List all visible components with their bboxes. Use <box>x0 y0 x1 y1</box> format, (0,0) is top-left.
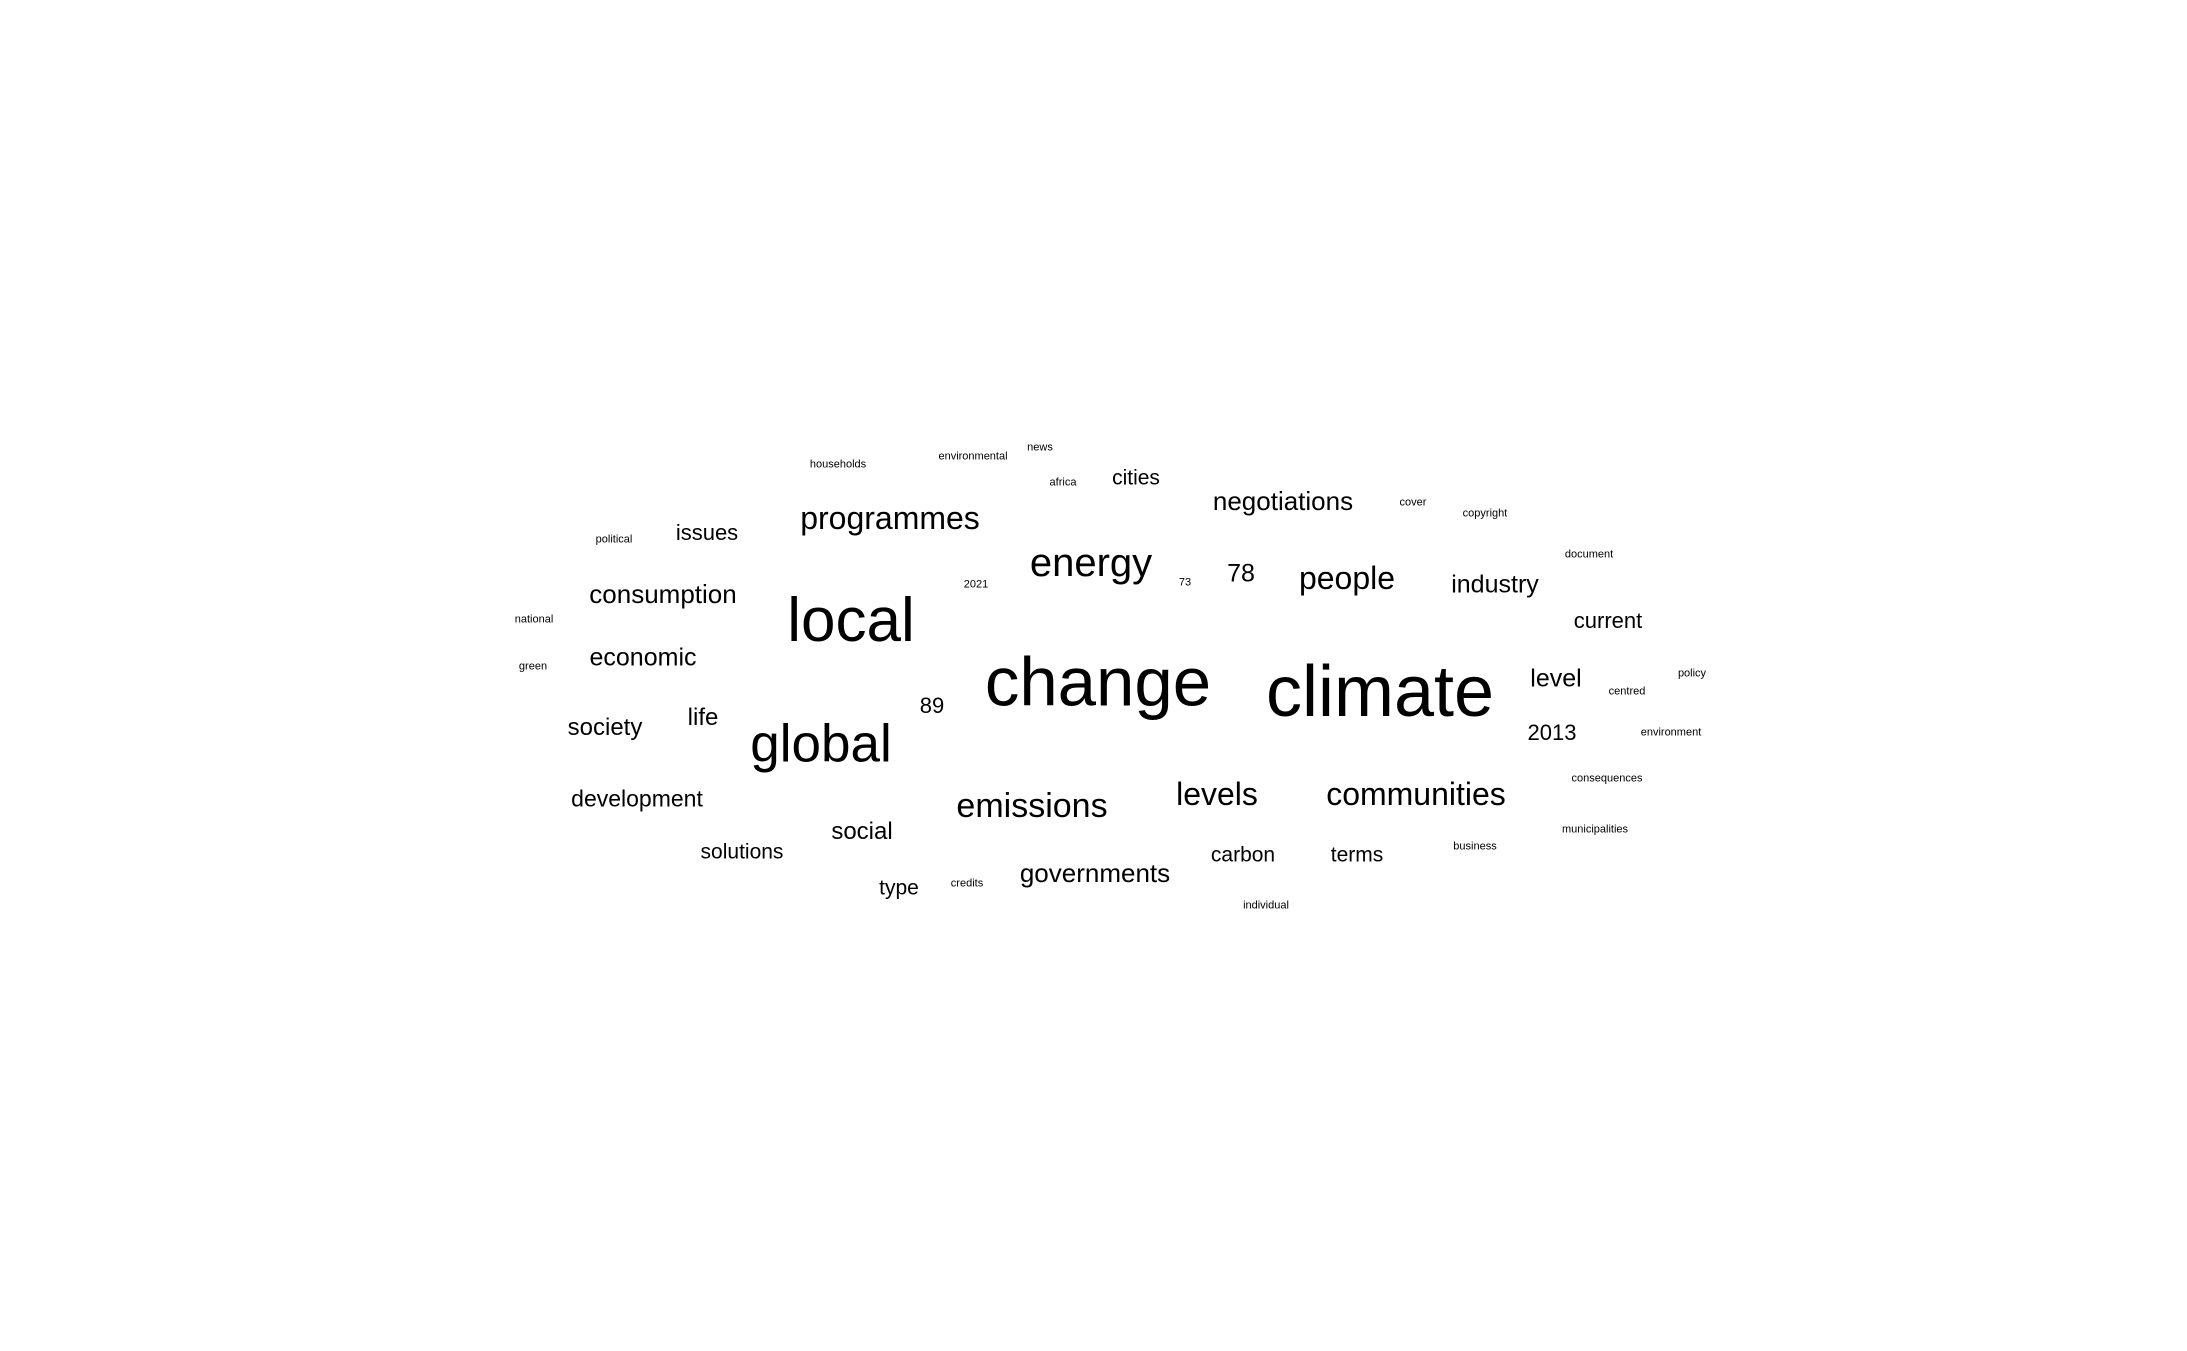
word-78: 78 <box>1227 559 1255 588</box>
word-centred: centred <box>1608 685 1646 698</box>
word-credits: credits <box>950 877 984 890</box>
word-emissions: emissions <box>956 787 1108 825</box>
word-solutions: solutions <box>700 840 784 864</box>
word-copyright: copyright <box>1462 507 1508 520</box>
word-news: news <box>1027 441 1053 454</box>
word-level: level <box>1530 664 1582 693</box>
word-individual: individual <box>1243 899 1289 912</box>
word-73: 73 <box>1178 576 1192 589</box>
word-households: households <box>809 458 867 471</box>
word-current: current <box>1573 608 1643 633</box>
word-governments: governments <box>1019 858 1171 888</box>
word-policy: policy <box>1677 667 1707 680</box>
word-communities: communities <box>1326 776 1506 812</box>
word-global: global <box>750 714 892 774</box>
word-issues: issues <box>675 520 739 545</box>
word-consequences: consequences <box>1571 772 1643 785</box>
word-2021: 2021 <box>963 578 989 591</box>
word-business: business <box>1453 840 1497 853</box>
word-cities: cities <box>1112 466 1160 490</box>
word-national: national <box>514 613 554 626</box>
word-local: local <box>787 586 915 655</box>
word-life: life <box>687 704 719 731</box>
word-programmes: programmes <box>800 500 980 536</box>
word-energy: energy <box>1029 541 1153 585</box>
word-people: people <box>1298 560 1396 596</box>
word-economic: economic <box>589 643 697 672</box>
word-environment: environment <box>1640 726 1702 739</box>
word-climate: climate <box>1265 652 1495 732</box>
word-society: society <box>567 714 643 741</box>
word-2013: 2013 <box>1527 720 1577 745</box>
word-industry: industry <box>1451 570 1539 599</box>
word-environmental: environmental <box>938 450 1008 463</box>
word-cover: cover <box>1399 496 1427 509</box>
word-change: change <box>984 643 1212 721</box>
word-carbon: carbon <box>1210 843 1276 867</box>
word-type: type <box>879 876 919 900</box>
word-consumption: consumption <box>589 579 737 609</box>
word-document: document <box>1564 548 1614 561</box>
word-municipalities: municipalities <box>1561 823 1629 836</box>
word-africa: africa <box>1049 476 1077 489</box>
word-political: political <box>595 533 633 546</box>
word-development: development <box>571 785 703 812</box>
word-social: social <box>831 818 893 845</box>
word-terms: terms <box>1330 843 1384 867</box>
word-levels: levels <box>1176 776 1258 812</box>
word-green: green <box>518 660 548 673</box>
word-89: 89 <box>919 693 945 718</box>
word-negotiations: negotiations <box>1212 486 1354 516</box>
